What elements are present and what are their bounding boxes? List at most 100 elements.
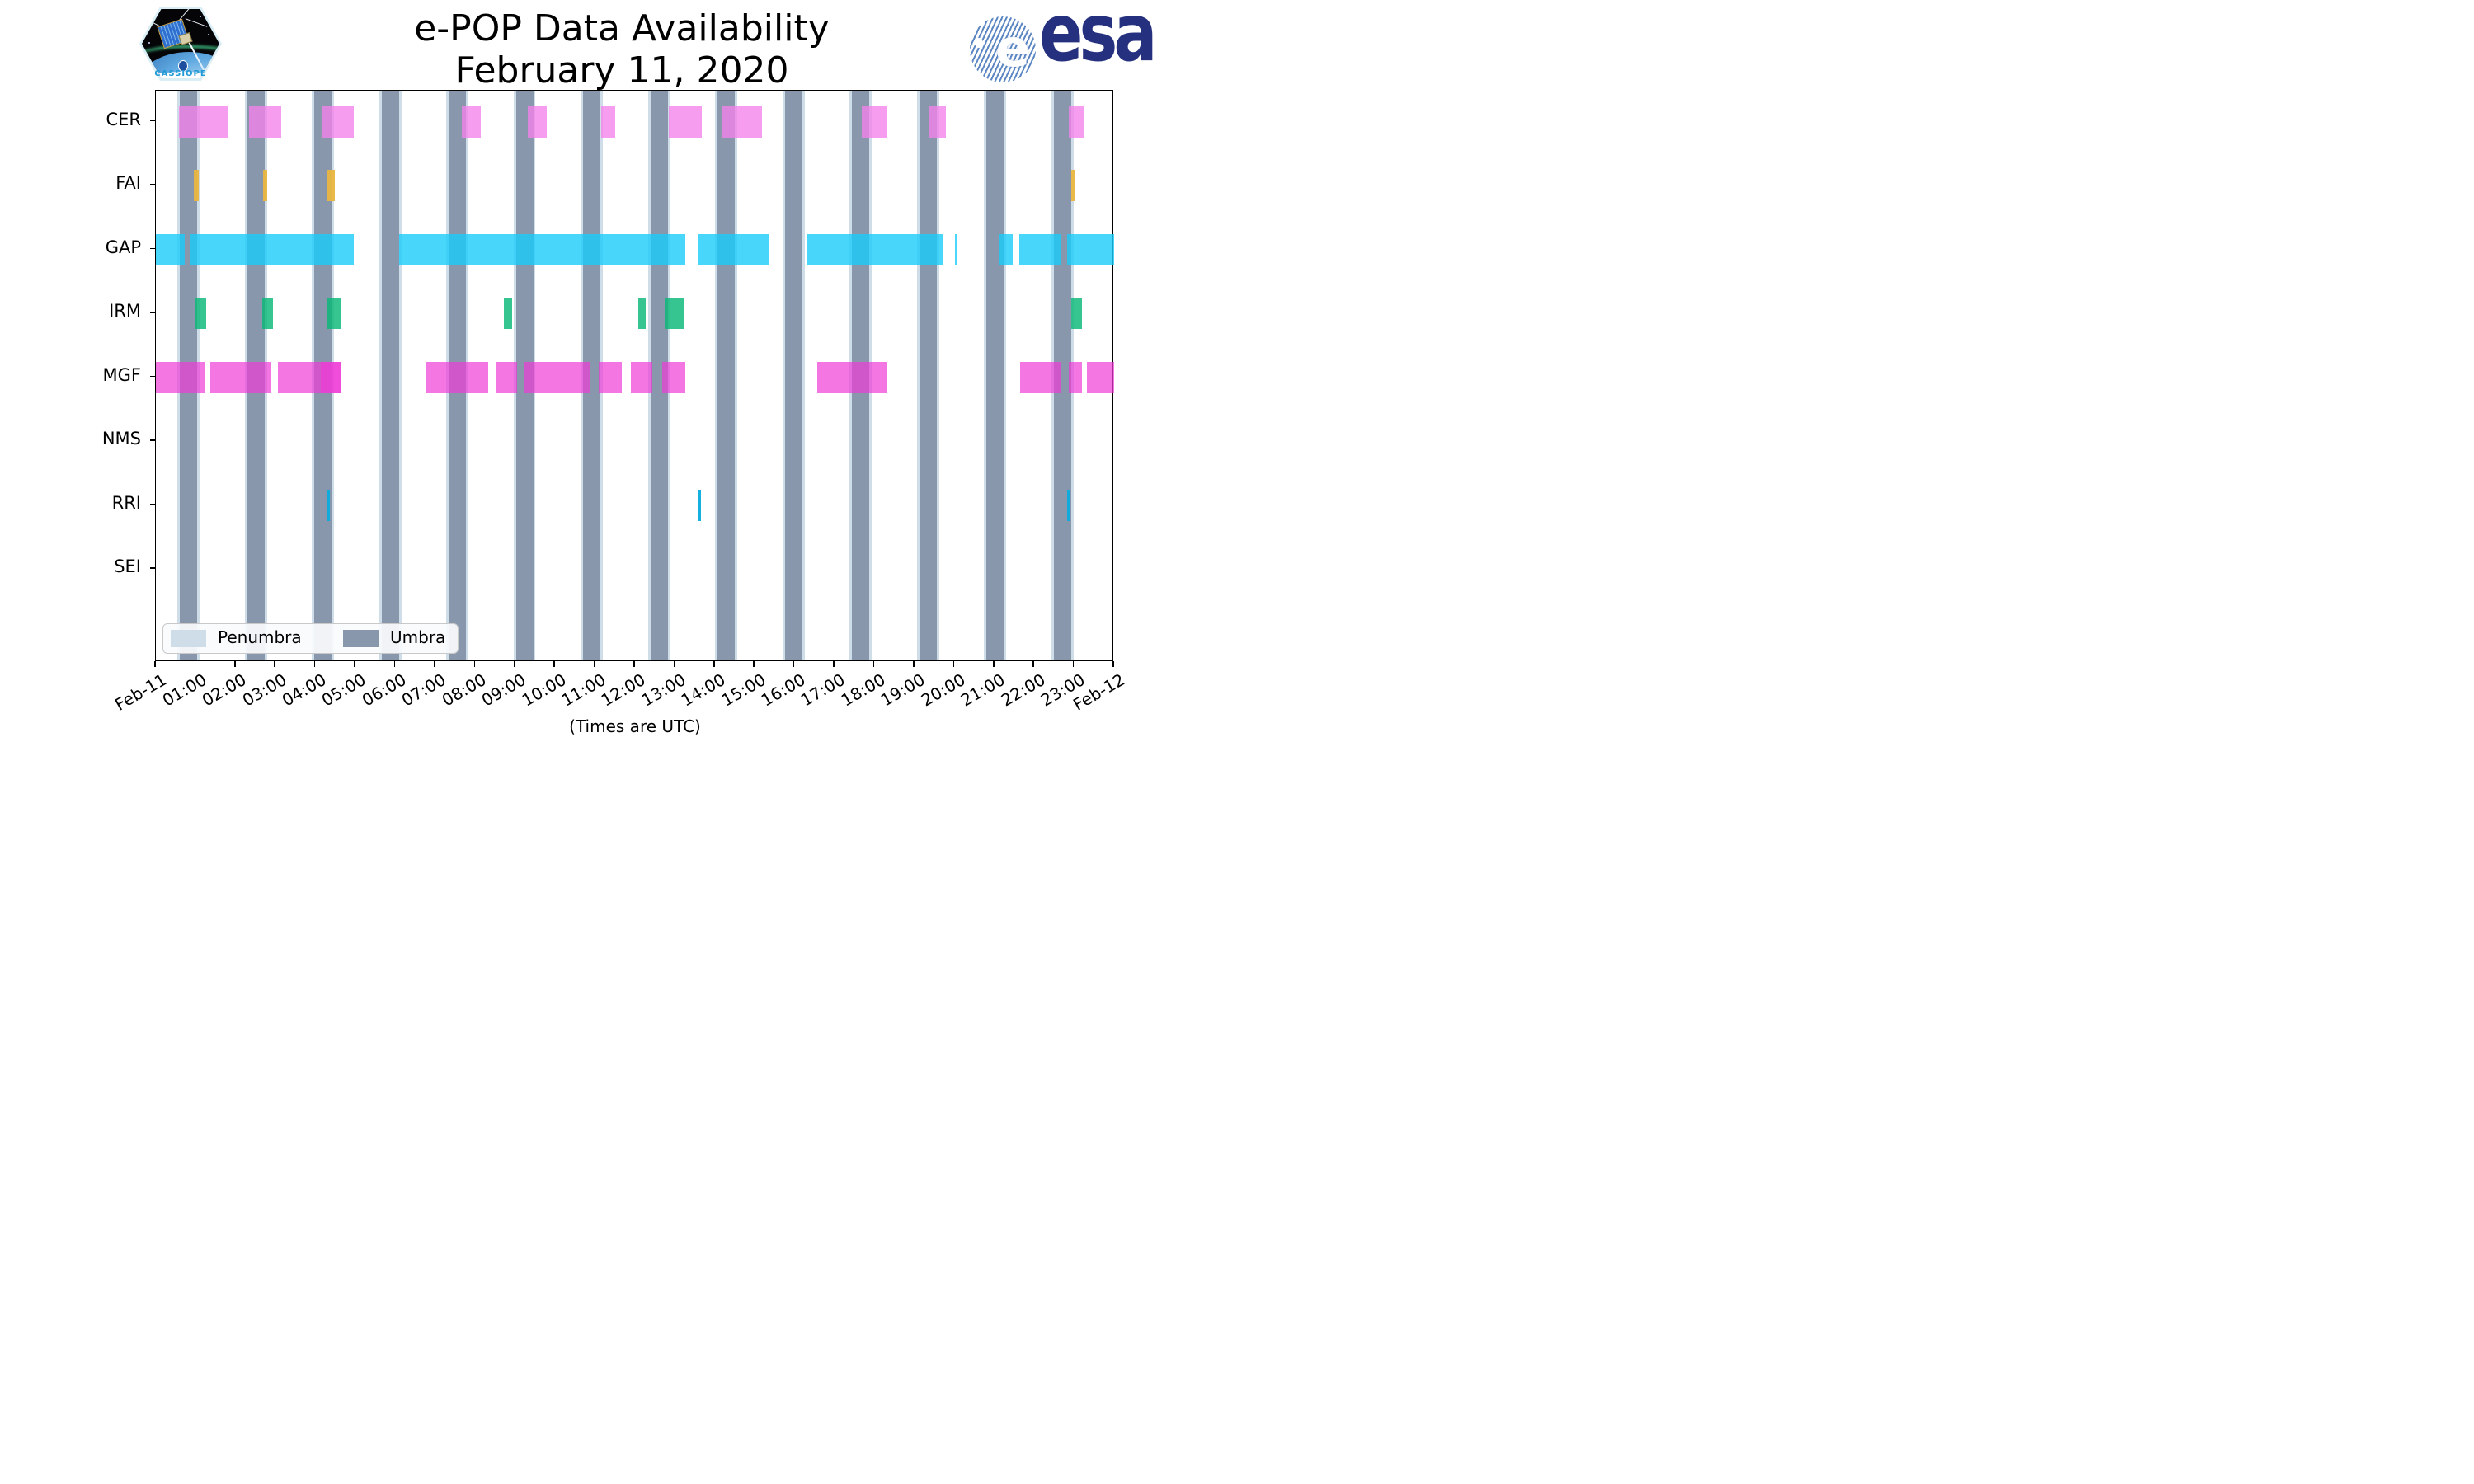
x-tick-label-14:00: 14:00 xyxy=(677,669,729,711)
data-bar-CER xyxy=(248,106,281,138)
data-bar-GAP xyxy=(998,233,1014,265)
data-bar-IRM xyxy=(664,298,685,329)
page-title: e-POP Data Availability xyxy=(414,7,830,49)
data-bar-IRM xyxy=(1071,298,1082,329)
x-tick-01:00 xyxy=(194,661,196,667)
data-bar-GAP xyxy=(698,233,769,265)
x-tick-20:00 xyxy=(952,661,955,667)
x-tick-09:00 xyxy=(513,661,515,667)
csa-logo xyxy=(178,60,188,72)
x-tick-label-15:00: 15:00 xyxy=(717,669,769,711)
umbra-label: Umbra xyxy=(390,627,446,647)
cassiope-mission-patch: CASSIOPE xyxy=(139,7,222,81)
y-tick-label-SEI: SEI xyxy=(114,556,141,576)
x-tick-label-10:00: 10:00 xyxy=(518,669,570,711)
x-tick-04:00 xyxy=(313,661,316,667)
penumbra-swatch xyxy=(171,630,206,647)
esa-globe-icon: e xyxy=(970,16,1036,82)
umbra-band xyxy=(919,91,938,660)
data-bar-MGF xyxy=(320,361,341,393)
x-tick-15:00 xyxy=(753,661,755,667)
y-tick-label-FAI: FAI xyxy=(115,173,141,193)
data-bar-GAP xyxy=(156,233,185,265)
x-tick-16:00 xyxy=(793,661,795,667)
data-bar-FAI xyxy=(262,170,267,201)
x-tick-19:00 xyxy=(913,661,915,667)
esa-globe-dot xyxy=(975,38,983,48)
x-tick-10:00 xyxy=(553,661,555,667)
x-tick-11:00 xyxy=(593,661,595,667)
data-bar-RRI xyxy=(1067,489,1071,521)
x-tick-label-Feb-11: Feb-11 xyxy=(111,669,170,715)
umbra-band xyxy=(650,91,668,660)
y-tick-label-NMS: NMS xyxy=(101,429,141,448)
x-tick-label-13:00: 13:00 xyxy=(637,669,689,711)
x-tick-07:00 xyxy=(434,661,435,667)
x-tick-label-19:00: 19:00 xyxy=(877,669,929,711)
umbra-band xyxy=(717,91,736,660)
data-bar-RRI xyxy=(698,489,701,521)
star-dot xyxy=(200,16,201,17)
data-bar-MGF xyxy=(816,361,887,393)
data-bar-MGF xyxy=(210,361,271,393)
esa-wordmark: esa xyxy=(1039,0,1158,79)
x-tick-08:00 xyxy=(473,661,476,667)
x-tick-22:00 xyxy=(1032,661,1034,667)
umbra-swatch xyxy=(343,630,379,647)
availability-chart-plot-area xyxy=(155,90,1114,661)
x-tick-label-22:00: 22:00 xyxy=(997,669,1049,711)
x-tick-label-20:00: 20:00 xyxy=(917,669,969,711)
x-tick-label-06:00: 06:00 xyxy=(358,669,410,711)
data-bar-CER xyxy=(179,106,229,138)
data-bar-GAP xyxy=(955,233,957,265)
y-tick-label-RRI: RRI xyxy=(111,492,141,513)
data-bar-CER xyxy=(929,106,947,138)
patch-bottom-band xyxy=(142,72,219,78)
chart-title-block: e-POP Data Availability February 11, 202… xyxy=(0,8,1244,92)
data-bar-MGF xyxy=(631,361,653,393)
x-tick-label-04:00: 04:00 xyxy=(278,669,330,711)
x-tick-label-09:00: 09:00 xyxy=(477,669,529,711)
x-tick-label-11:00: 11:00 xyxy=(557,669,609,711)
esa-globe-letter: e xyxy=(995,18,1031,78)
x-tick-label-21:00: 21:00 xyxy=(957,669,1009,711)
umbra-band xyxy=(1053,91,1071,660)
data-bar-FAI xyxy=(194,170,199,201)
data-bar-CER xyxy=(1069,106,1084,138)
x-tick-05:00 xyxy=(354,661,355,667)
data-bar-MGF xyxy=(1020,361,1061,393)
data-bar-GAP xyxy=(807,233,943,265)
data-bar-MGF xyxy=(662,361,685,393)
x-tick-label-01:00: 01:00 xyxy=(158,669,210,711)
data-bar-MGF xyxy=(1069,361,1082,393)
data-bar-MGF xyxy=(156,361,205,393)
x-tick-label-05:00: 05:00 xyxy=(318,669,370,711)
x-tick-label-16:00: 16:00 xyxy=(757,669,809,711)
umbra-band xyxy=(583,91,601,660)
x-tick-Feb-11 xyxy=(154,661,156,667)
x-axis-note: (Times are UTC) xyxy=(569,716,701,736)
data-bar-CER xyxy=(861,106,887,138)
data-bar-MGF xyxy=(425,361,488,393)
legend: Penumbra Umbra xyxy=(162,623,459,654)
data-bar-MGF xyxy=(598,361,622,393)
x-tick-13:00 xyxy=(673,661,675,667)
umbra-band xyxy=(784,91,802,660)
data-bar-CER xyxy=(527,106,547,138)
y-tick-label-CER: CER xyxy=(106,109,141,129)
cassiope-label: CASSIOPE xyxy=(154,69,207,78)
umbra-band xyxy=(381,91,399,660)
x-tick-18:00 xyxy=(872,661,875,667)
y-tick-label-GAP: GAP xyxy=(105,237,141,257)
x-tick-Feb-12 xyxy=(1112,661,1114,667)
data-bar-MGF xyxy=(524,361,590,393)
patch-hexagon xyxy=(142,9,219,78)
data-bar-IRM xyxy=(638,298,647,329)
page-subtitle-date: February 11, 2020 xyxy=(454,49,789,92)
data-bar-CER xyxy=(722,106,762,138)
data-bar-GAP xyxy=(398,233,685,265)
x-tick-02:00 xyxy=(234,661,236,667)
x-tick-14:00 xyxy=(713,661,715,667)
data-bar-GAP xyxy=(190,233,354,265)
data-bar-MGF xyxy=(496,361,517,393)
